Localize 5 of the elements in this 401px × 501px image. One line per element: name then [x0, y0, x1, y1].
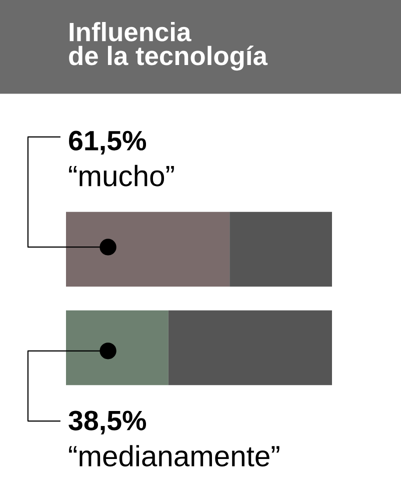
data-label: 38,5%: [68, 410, 146, 434]
chart-title: Influencia de la tecnología: [69, 22, 268, 71]
text: “mucho”: [69, 164, 174, 186]
data-label: 61,5%: [69, 130, 146, 154]
text: “medianamente”: [69, 445, 280, 466]
